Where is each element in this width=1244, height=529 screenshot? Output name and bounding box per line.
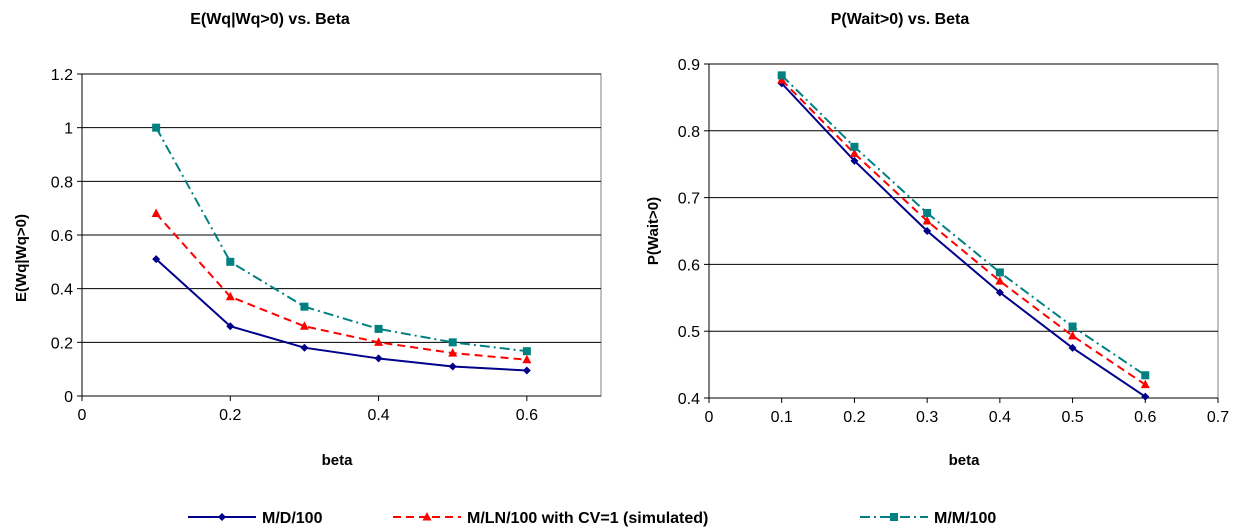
data-point bbox=[1068, 330, 1078, 340]
data-point bbox=[225, 291, 235, 301]
legend-marker bbox=[422, 512, 432, 521]
data-point bbox=[152, 255, 161, 264]
x-tick-label: 0.5 bbox=[1061, 409, 1083, 426]
series-line-diamond bbox=[780, 82, 1146, 398]
x-axis-label: beta bbox=[322, 452, 354, 469]
x-tick-label: 0.4 bbox=[989, 409, 1011, 426]
y-axis-label: P(Wait>0) bbox=[645, 197, 662, 265]
y-tick-label: 0.2 bbox=[51, 335, 73, 352]
data-point bbox=[1068, 343, 1077, 352]
data-point bbox=[448, 338, 457, 347]
x-axis-label: beta bbox=[949, 452, 981, 469]
y-tick-label: 0.6 bbox=[678, 257, 700, 274]
data-point bbox=[923, 208, 932, 217]
data-point bbox=[448, 348, 458, 357]
data-point bbox=[300, 343, 309, 352]
data-point bbox=[850, 156, 859, 165]
data-point bbox=[1068, 322, 1077, 331]
data-point bbox=[226, 322, 235, 331]
y-tick-label: 0.5 bbox=[678, 324, 700, 341]
y-axis-label: E(Wq|Wq>0) bbox=[13, 214, 30, 302]
data-point bbox=[226, 257, 235, 266]
chart-p-wait: P(Wait>0) vs. Beta beta P(Wait>0) 0.4 0.5… bbox=[645, 11, 1229, 469]
data-point bbox=[374, 324, 383, 333]
series-line-triangle bbox=[155, 212, 527, 361]
x-tick-label: 0.4 bbox=[367, 407, 389, 424]
data-point bbox=[448, 362, 457, 371]
x-tick-label: 0.1 bbox=[771, 409, 793, 426]
x-tick-label: 0.6 bbox=[1134, 409, 1156, 426]
data-point bbox=[995, 288, 1004, 297]
data-point bbox=[522, 366, 531, 375]
legend-label: M/LN/100 with CV=1 (simulated) bbox=[467, 510, 708, 527]
x-tick-label: 0.3 bbox=[916, 409, 938, 426]
y-tick-label: 0.6 bbox=[51, 228, 73, 245]
series-line-diamond bbox=[155, 258, 527, 372]
data-point bbox=[299, 321, 309, 330]
data-point bbox=[522, 354, 532, 364]
y-tick-label: 1 bbox=[64, 121, 73, 138]
y-tick-label: 0.7 bbox=[678, 191, 700, 208]
data-point bbox=[923, 227, 932, 235]
x-tick-label: 0.2 bbox=[843, 409, 865, 426]
x-tick-label: 0 bbox=[705, 409, 714, 426]
series-line-triangle bbox=[781, 79, 1146, 386]
data-point bbox=[522, 347, 531, 356]
y-tick-label: 1.2 bbox=[51, 67, 73, 84]
data-point bbox=[300, 302, 309, 311]
legend-swatch-mm bbox=[860, 513, 928, 521]
data-point bbox=[995, 276, 1005, 285]
y-tick-label: 0.8 bbox=[51, 174, 73, 191]
x-tick-label: 0.7 bbox=[1207, 409, 1229, 426]
data-point bbox=[922, 215, 932, 225]
legend-marker bbox=[218, 513, 226, 521]
y-tick-label: 0.4 bbox=[51, 282, 73, 299]
y-tick-label: 0.9 bbox=[678, 57, 700, 74]
data-point bbox=[1141, 371, 1150, 380]
x-tick-label: 0.6 bbox=[516, 407, 538, 424]
data-point bbox=[777, 71, 786, 80]
data-point bbox=[1141, 392, 1150, 401]
data-point bbox=[151, 208, 161, 218]
legend: M/D/100 M/LN/100 with CV=1 (simulated) M… bbox=[188, 510, 996, 527]
chart-e-wq: E(Wq|Wq>0) vs. Beta beta E(Wq|Wq>0) 0 0.2… bbox=[13, 11, 602, 469]
data-point bbox=[995, 268, 1004, 277]
data-point bbox=[152, 123, 161, 132]
legend-swatch-mln bbox=[393, 512, 461, 521]
legend-marker bbox=[890, 513, 898, 521]
series-line-square bbox=[155, 127, 527, 353]
y-tick-label: 0.4 bbox=[678, 391, 700, 408]
y-tick-label: 0 bbox=[64, 389, 73, 406]
x-tick-label: 0.2 bbox=[219, 407, 241, 424]
chart-title: E(Wq|Wq>0) vs. Beta bbox=[190, 11, 350, 28]
legend-item-md: M/D/100 bbox=[188, 510, 323, 527]
data-point bbox=[1140, 379, 1150, 389]
legend-item-mln: M/LN/100 with CV=1 (simulated) bbox=[393, 510, 708, 527]
legend-label: M/D/100 bbox=[262, 510, 323, 527]
series-line-square bbox=[781, 74, 1146, 377]
plot-area bbox=[708, 63, 1219, 399]
legend-swatch-md bbox=[188, 513, 256, 521]
data-point bbox=[374, 337, 384, 346]
legend-item-mm: M/M/100 bbox=[860, 510, 996, 527]
chart-title: P(Wait>0) vs. Beta bbox=[831, 11, 970, 28]
legend-label: M/M/100 bbox=[934, 510, 996, 527]
data-point bbox=[850, 142, 859, 151]
y-tick-label: 0.8 bbox=[678, 124, 700, 141]
x-tick-label: 0 bbox=[78, 407, 87, 424]
data-point bbox=[849, 148, 859, 158]
data-point bbox=[374, 354, 383, 363]
